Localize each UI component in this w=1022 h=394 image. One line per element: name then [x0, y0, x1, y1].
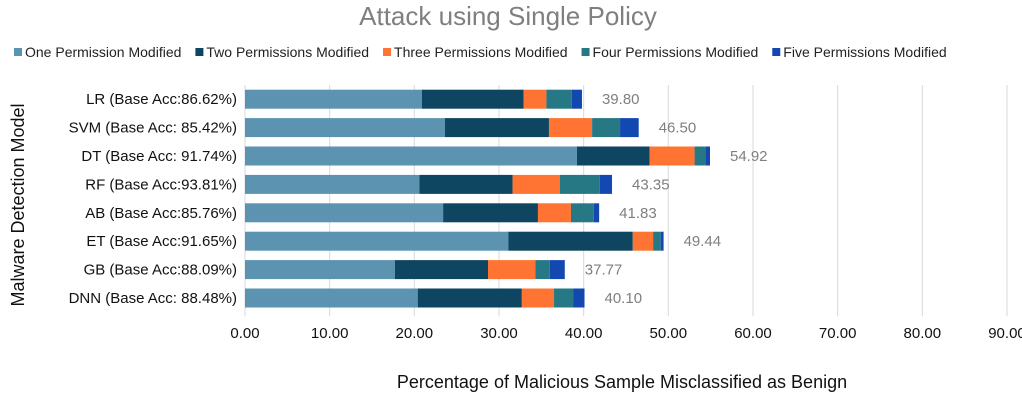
bars [245, 89, 710, 308]
bar-segment [245, 203, 444, 223]
x-tick-label: 60.00 [734, 325, 772, 342]
bar-segment [592, 118, 621, 138]
bar-segment [573, 288, 585, 308]
legend-label: Five Permissions Modified [783, 44, 946, 60]
bar-segment [705, 146, 710, 166]
x-tick-label: 10.00 [311, 325, 349, 342]
bar-segment [245, 231, 509, 251]
bar-segment [245, 260, 395, 280]
total-labels: 39.80 46.50 54.92 43.35 41.83 49.44 37.77 40.10 [585, 91, 768, 307]
bar-segment [443, 203, 538, 223]
bar-segment [394, 260, 488, 280]
legend-swatch [195, 48, 204, 56]
total-label: 46.50 [659, 120, 697, 137]
y-tick-label: RF (Base Acc:93.81%) [85, 176, 237, 193]
total-label: 40.10 [605, 290, 643, 307]
y-axis-tick-labels: LR (Base Acc:86.62%) SVM (Base Acc: 85.42… [69, 91, 237, 307]
legend-swatch [14, 48, 22, 56]
bar-segment [694, 146, 706, 166]
legend-swatch [581, 48, 590, 56]
bar-segment [487, 260, 536, 280]
y-tick-label: DT (Base Acc: 91.74%) [81, 148, 237, 165]
bar-segment [245, 146, 577, 166]
total-label: 49.44 [684, 233, 722, 250]
y-tick-label: GB (Base Acc:88.09%) [84, 262, 237, 279]
bar-segment [620, 118, 639, 138]
bar-segment [549, 260, 565, 280]
bar-segment [660, 231, 664, 251]
bar-segment [419, 174, 513, 194]
bar-segment [593, 203, 600, 223]
bar-segment [548, 118, 593, 138]
x-axis-label: Percentage of Malicious Sample Misclassi… [397, 372, 847, 392]
bar-segment [559, 174, 600, 194]
bar-segment [554, 288, 574, 308]
y-tick-label: AB (Base Acc:85.76%) [85, 205, 237, 222]
bar-segment [599, 174, 613, 194]
x-tick-label: 50.00 [650, 325, 688, 342]
bar-segment [508, 231, 633, 251]
bar-segment [570, 203, 594, 223]
bar-segment [421, 89, 524, 109]
total-label: 43.35 [632, 176, 670, 193]
bar-segment [245, 174, 420, 194]
bar-segment [653, 231, 661, 251]
bar-segment [571, 89, 582, 109]
y-tick-label: SVM (Base Acc: 85.42%) [69, 120, 237, 137]
legend: One Permission Modified Two Permissions M… [14, 44, 947, 60]
legend-label: Four Permissions Modified [593, 44, 759, 60]
total-label: 54.92 [730, 148, 768, 165]
x-tick-label: 70.00 [819, 325, 857, 342]
x-tick-label: 20.00 [396, 325, 434, 342]
y-axis-label: Malware Detection Model [8, 103, 28, 306]
y-tick-label: LR (Base Acc:86.62%) [86, 91, 237, 108]
total-label: 41.83 [619, 205, 657, 222]
legend-label: One Permission Modified [25, 44, 181, 60]
legend-label: Two Permissions Modified [206, 44, 369, 60]
x-tick-label: 0.00 [230, 325, 259, 342]
bar-segment [546, 89, 572, 109]
y-tick-label: DNN (Base Acc: 88.48%) [69, 290, 237, 307]
bar-segment [245, 288, 418, 308]
x-tick-label: 30.00 [480, 325, 518, 342]
legend-swatch [772, 48, 781, 56]
x-tick-label: 40.00 [565, 325, 603, 342]
bar-segment [523, 89, 547, 109]
bar-segment [417, 288, 522, 308]
bar-segment [576, 146, 650, 166]
x-tick-label: 80.00 [904, 325, 942, 342]
bar-segment [444, 118, 549, 138]
bar-segment [649, 146, 695, 166]
bar-segment [632, 231, 654, 251]
x-tick-label: 90.00 [988, 325, 1022, 342]
legend-swatch [383, 48, 392, 56]
bar-segment [512, 174, 560, 194]
legend-label: Three Permissions Modified [394, 44, 568, 60]
bar-segment [535, 260, 550, 280]
bar-segment [245, 89, 422, 109]
y-tick-label: ET (Base Acc:91.65%) [86, 233, 237, 250]
total-label: 37.77 [585, 262, 623, 279]
total-label: 39.80 [602, 91, 640, 108]
x-axis-tick-labels: 0.00 10.00 20.00 30.00 40.00 50.00 60.00 70.00 8… [230, 325, 1022, 342]
bar-segment [245, 118, 445, 138]
bar-segment [537, 203, 571, 223]
chart-title: Attack using Single Policy [359, 1, 657, 31]
bar-segment [521, 288, 555, 308]
